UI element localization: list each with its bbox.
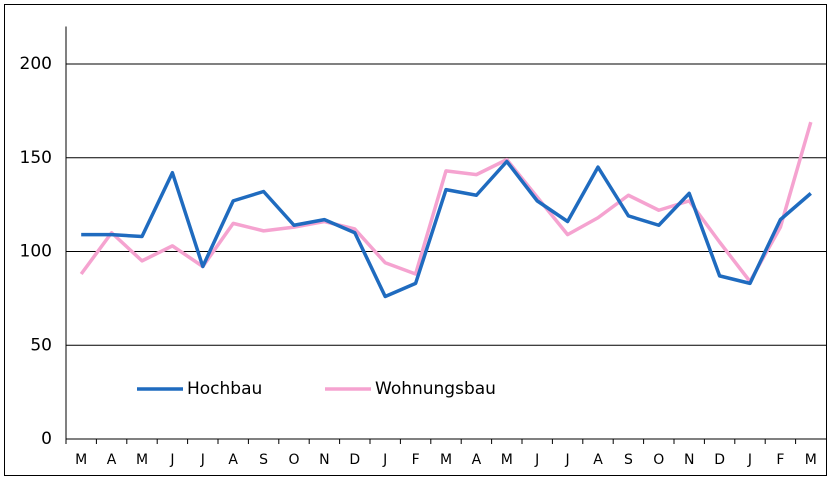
x-tick-label: N (319, 452, 329, 468)
x-tick-label: A (593, 452, 603, 468)
x-tick-label: D (714, 452, 725, 468)
x-tick-label: S (624, 452, 633, 468)
y-tick-label: 50 (30, 335, 52, 355)
x-tick-label: O (653, 452, 664, 468)
y-tick-label: 0 (41, 429, 52, 449)
x-tick-label: N (684, 452, 694, 468)
x-tick-label: J (200, 452, 205, 468)
x-tick-label: J (565, 452, 570, 468)
x-tick-label: A (472, 452, 482, 468)
x-tick-label: M (136, 452, 148, 468)
x-tick-label: J (382, 452, 387, 468)
x-tick-label: F (776, 452, 784, 468)
x-tick-label: J (169, 452, 174, 468)
x-tick-label: M (75, 452, 87, 468)
x-tick-label: F (412, 452, 420, 468)
x-tick-label: D (349, 452, 360, 468)
x-tick-label: A (228, 452, 238, 468)
x-tick-label: A (107, 452, 117, 468)
x-tick-label: O (288, 452, 299, 468)
x-tick-label: M (805, 452, 817, 468)
y-tick-label: 200 (20, 54, 52, 74)
legend-label: Wohnungsbau (375, 379, 496, 399)
series-line (79, 121, 813, 284)
series-line (81, 159, 812, 299)
x-tick-label: J (747, 452, 752, 468)
x-tick-label: M (501, 452, 513, 468)
x-tick-label: S (259, 452, 268, 468)
legend-label: Hochbau (187, 379, 262, 399)
y-tick-label: 100 (20, 242, 52, 262)
frame (4, 4, 827, 476)
x-tick-label: M (440, 452, 452, 468)
y-tick-label: 150 (20, 148, 52, 168)
x-tick-label: J (534, 452, 539, 468)
